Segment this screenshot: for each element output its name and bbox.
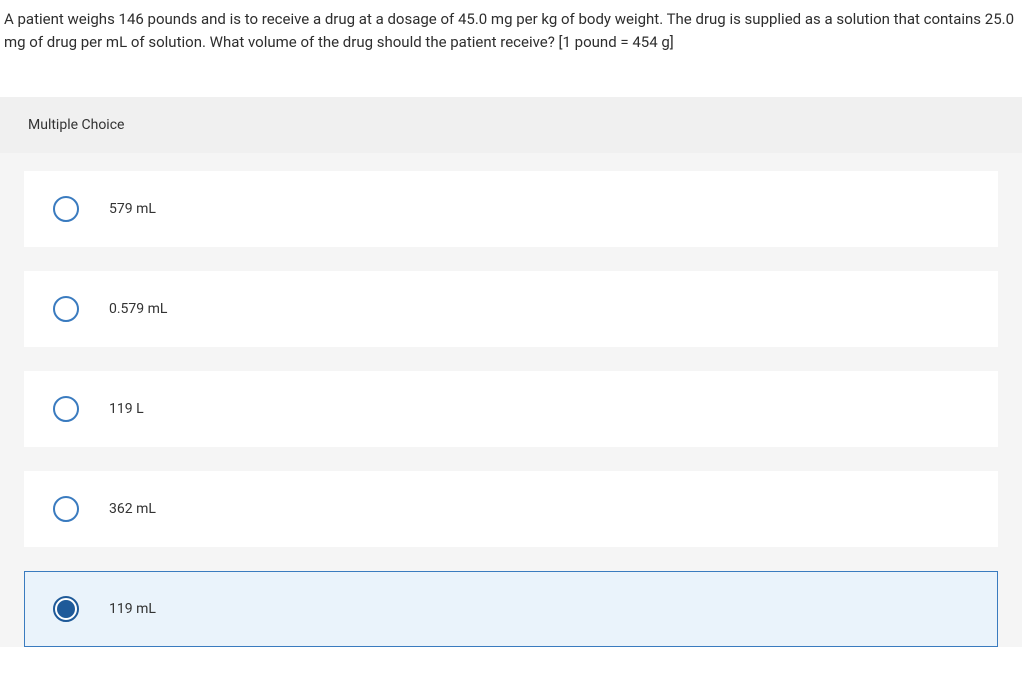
options-wrapper: 579 mL 0.579 mL 119 L 362 mL 119 mL (0, 153, 1022, 647)
option-label: 579 mL (109, 201, 156, 217)
mc-header: Multiple Choice (0, 97, 1022, 153)
radio-button[interactable] (53, 396, 79, 422)
option-label: 119 mL (109, 601, 156, 617)
radio-button[interactable] (53, 196, 79, 222)
option-row[interactable]: 579 mL (24, 171, 998, 247)
option-label: 0.579 mL (109, 301, 167, 317)
option-row[interactable]: 119 L (24, 371, 998, 447)
option-row[interactable]: 0.579 mL (24, 271, 998, 347)
option-label: 362 mL (109, 501, 156, 517)
option-row[interactable]: 362 mL (24, 471, 998, 547)
radio-button-selected[interactable] (53, 596, 79, 622)
option-label: 119 L (109, 401, 144, 417)
option-row-selected[interactable]: 119 mL (24, 571, 998, 647)
radio-button[interactable] (53, 496, 79, 522)
radio-button[interactable] (53, 296, 79, 322)
question-text: A patient weighs 146 pounds and is to re… (0, 0, 1022, 61)
multiple-choice-container: Multiple Choice 579 mL 0.579 mL 119 L 36… (0, 97, 1022, 647)
